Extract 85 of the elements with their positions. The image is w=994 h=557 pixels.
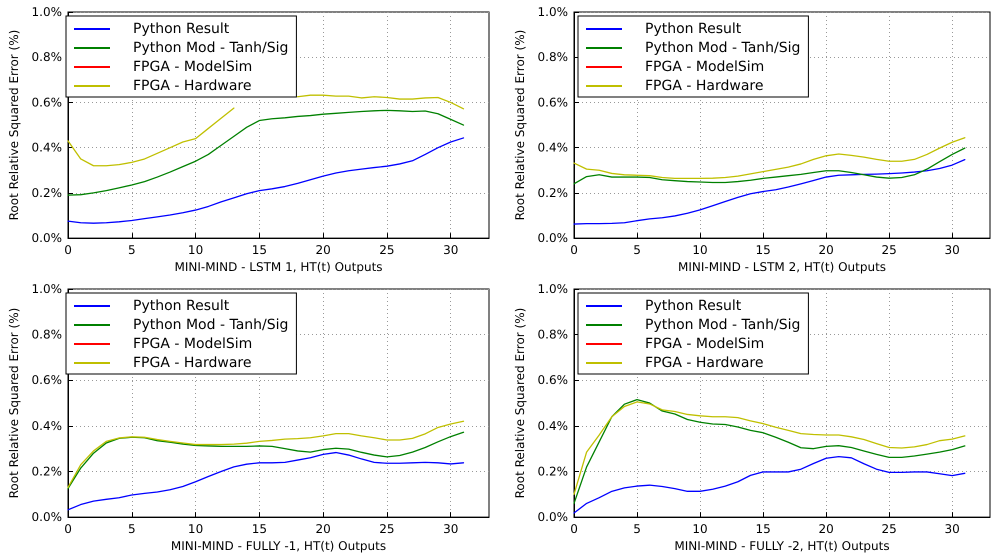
- legend-label: Python Result: [645, 298, 742, 314]
- x-tick-label: 0: [570, 522, 578, 536]
- y-axis-title: Root Relative Squared Error (%): [513, 308, 527, 498]
- x-tick-label: 5: [128, 243, 136, 258]
- legend-label: FPGA - ModelSim: [645, 59, 764, 75]
- x-tick-label: 10: [692, 243, 708, 258]
- y-tick-label: 0.2%: [538, 186, 568, 200]
- y-tick-label: 0.8%: [538, 50, 568, 64]
- legend-label: Python Result: [133, 21, 230, 37]
- legend-label: FPGA - Hardware: [133, 355, 252, 371]
- y-tick-label: 0.4%: [32, 418, 62, 433]
- y-tick-label: 1.0%: [32, 282, 62, 296]
- y-tick-label: 0.2%: [32, 186, 62, 200]
- x-tick-label: 30: [443, 243, 458, 258]
- x-tick-label: 25: [379, 522, 395, 536]
- y-tick-label: 0.8%: [538, 328, 568, 342]
- x-tick-label: 20: [818, 243, 834, 258]
- y-tick-label: 0.4%: [32, 140, 62, 155]
- y-tick-label: 0.6%: [538, 373, 568, 388]
- y-tick-label: 0.2%: [32, 464, 62, 478]
- legend-label: FPGA - ModelSim: [133, 59, 252, 75]
- legend-label: Python Mod - Tanh/Sig: [133, 40, 288, 56]
- y-tick-label: 0.8%: [32, 328, 62, 342]
- legend-label: Python Result: [645, 21, 742, 37]
- x-tick-label: 5: [128, 522, 136, 536]
- x-tick-label: 10: [188, 243, 204, 258]
- x-tick-label: 15: [755, 522, 771, 536]
- x-tick-label: 25: [379, 243, 395, 258]
- line-series: [67, 452, 464, 510]
- y-tick-label: 0.6%: [538, 95, 568, 110]
- y-tick-label: 0.0%: [538, 231, 568, 246]
- x-tick-label: 30: [944, 522, 960, 536]
- line-series: [67, 137, 464, 224]
- x-tick-label: 15: [252, 243, 268, 258]
- line-series: [573, 137, 966, 180]
- x-axis-title: MINI-MIND - LSTM 1, HT(t) Outputs: [174, 260, 383, 274]
- y-tick-label: 0.0%: [32, 231, 62, 246]
- y-tick-label: 0.8%: [32, 50, 62, 64]
- x-tick-label: 25: [882, 243, 897, 258]
- x-tick-label: 30: [944, 243, 960, 258]
- line-series: [67, 420, 464, 488]
- x-axis-title: MINI-MIND - FULLY -1, HT(t) Outputs: [170, 539, 386, 553]
- x-tick-label: 10: [188, 522, 204, 536]
- y-tick-label: 0.4%: [538, 418, 568, 433]
- x-axis-title: MINI-MIND - FULLY -2, HT(t) Outputs: [674, 539, 890, 553]
- legend-label: FPGA - ModelSim: [133, 336, 252, 352]
- x-tick-label: 0: [64, 243, 72, 258]
- x-tick-label: 25: [882, 522, 897, 536]
- x-tick-label: 0: [64, 522, 72, 536]
- line-series: [573, 147, 966, 184]
- y-tick-label: 0.4%: [538, 140, 568, 155]
- x-tick-label: 10: [692, 522, 708, 536]
- y-axis-title: Root Relative Squared Error (%): [7, 308, 21, 498]
- legend-label: Python Mod - Tanh/Sig: [645, 317, 800, 333]
- legend-label: Python Result: [133, 298, 230, 314]
- y-tick-label: 1.0%: [32, 5, 62, 19]
- line-series: [67, 110, 464, 196]
- y-tick-label: 1.0%: [538, 282, 568, 296]
- line-series: [573, 158, 966, 225]
- x-tick-label: 30: [443, 522, 458, 536]
- legend-label: FPGA - Hardware: [645, 78, 764, 94]
- x-tick-label: 5: [633, 522, 641, 536]
- y-axis-title: Root Relative Squared Error (%): [513, 30, 527, 220]
- line-series: [573, 456, 966, 514]
- x-tick-label: 20: [316, 522, 331, 536]
- legend-label: FPGA - Hardware: [133, 78, 252, 94]
- x-tick-label: 15: [755, 243, 771, 258]
- y-tick-label: 0.2%: [538, 464, 568, 478]
- legend-label: Python Mod - Tanh/Sig: [645, 40, 800, 56]
- legend-label: Python Mod - Tanh/Sig: [133, 317, 288, 333]
- y-tick-label: 0.0%: [538, 510, 568, 524]
- line-series: [67, 432, 464, 490]
- y-tick-label: 0.0%: [32, 510, 62, 524]
- y-tick-label: 0.6%: [32, 373, 62, 388]
- x-tick-label: 15: [252, 522, 268, 536]
- y-axis-title: Root Relative Squared Error (%): [7, 30, 21, 220]
- y-tick-label: 0.6%: [32, 95, 62, 110]
- x-axis-title: MINI-MIND - LSTM 2, HT(t) Outputs: [678, 260, 886, 274]
- y-tick-label: 1.0%: [538, 5, 568, 19]
- x-tick-label: 20: [316, 243, 331, 258]
- legend-label: FPGA - ModelSim: [645, 336, 764, 352]
- x-tick-label: 0: [570, 243, 578, 258]
- legend-label: FPGA - Hardware: [645, 355, 764, 371]
- x-tick-label: 5: [633, 243, 641, 258]
- x-tick-label: 20: [818, 522, 834, 536]
